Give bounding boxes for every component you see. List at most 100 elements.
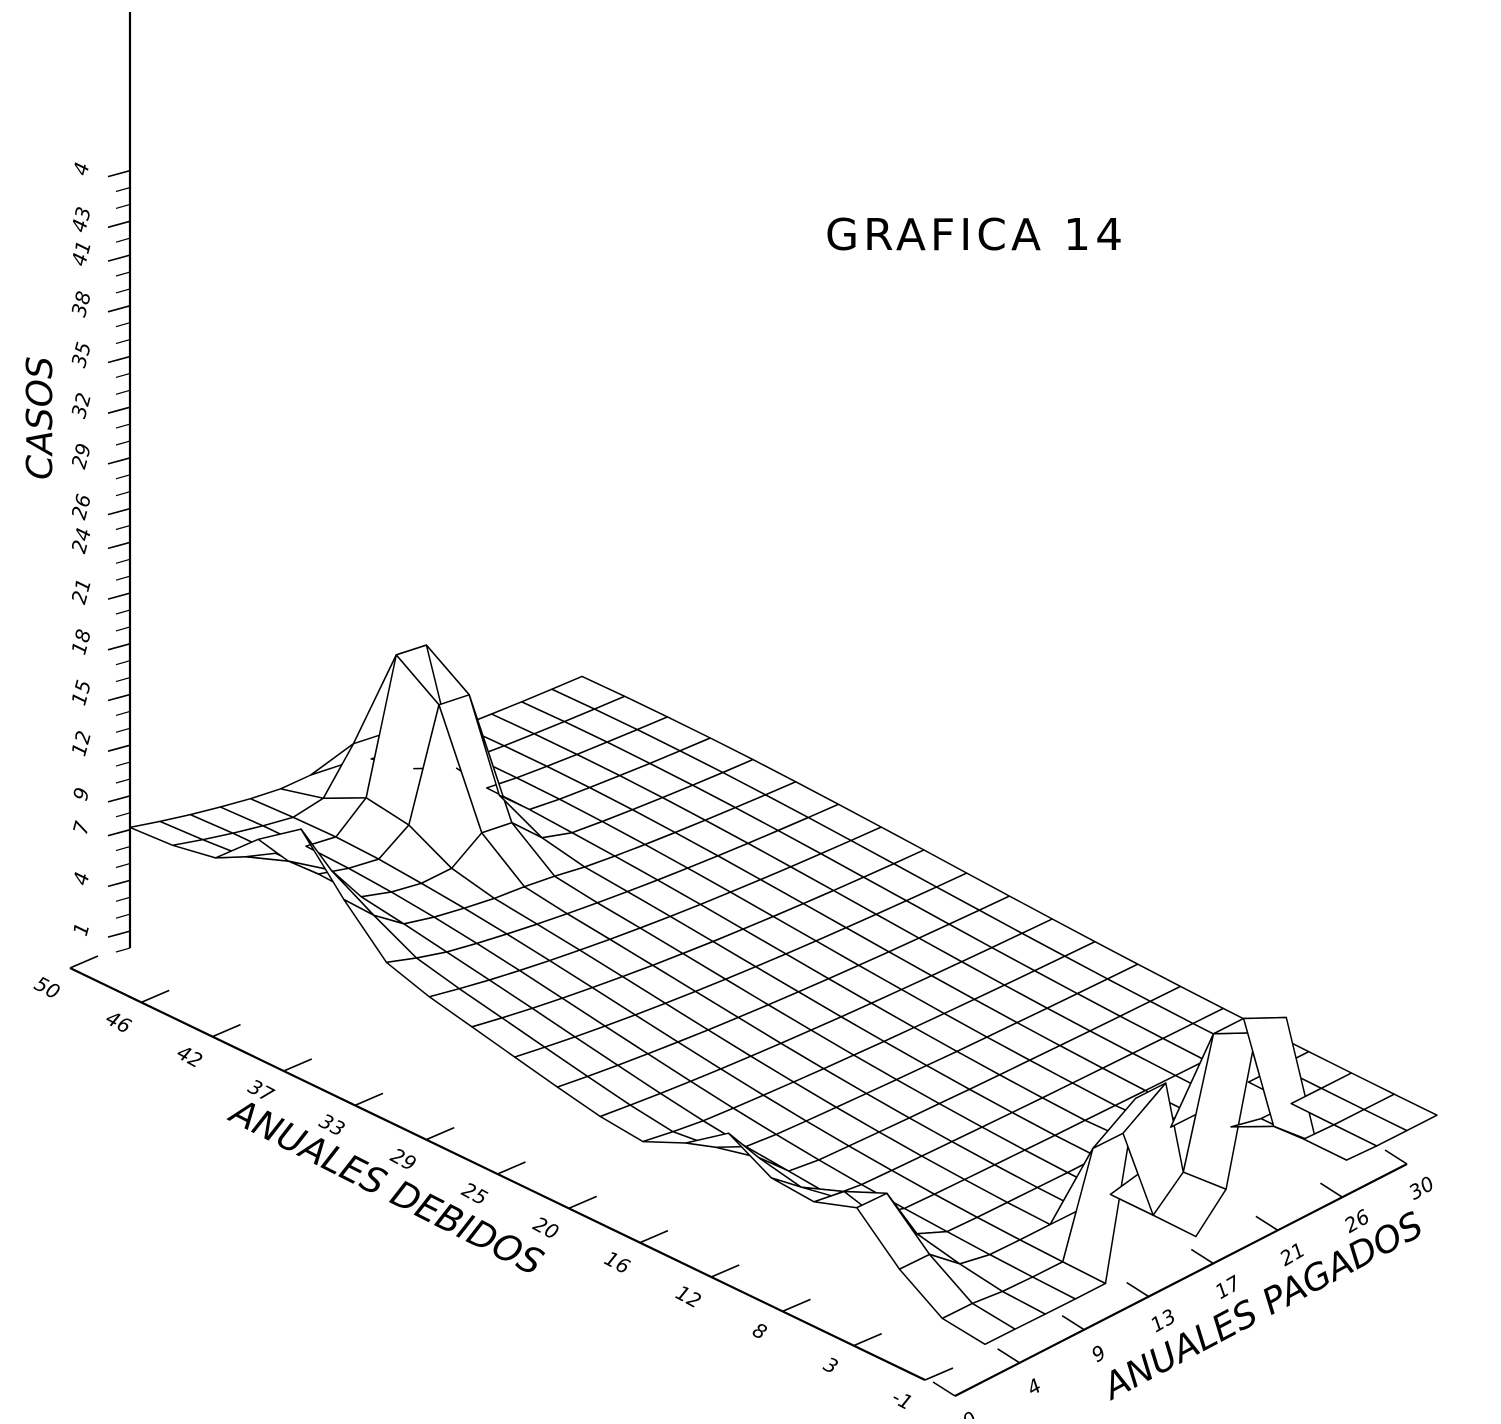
z-tick-label: 38 bbox=[66, 289, 96, 320]
y-tick bbox=[425, 1126, 455, 1141]
z-minor-tick bbox=[115, 846, 131, 852]
surface-cell bbox=[1363, 1093, 1438, 1132]
z-minor-tick bbox=[115, 339, 131, 345]
z-minor-tick bbox=[115, 389, 131, 395]
z-minor-tick bbox=[115, 575, 131, 581]
z-tick bbox=[107, 457, 131, 465]
axes: 14791215182124262932353841434-1381216202… bbox=[30, 12, 1439, 1424]
z-minor-tick bbox=[115, 947, 131, 953]
z-minor-tick bbox=[115, 491, 131, 497]
y-tick-label: 8 bbox=[749, 1318, 772, 1345]
z-minor-tick bbox=[115, 423, 131, 429]
z-tick-label: 1 bbox=[68, 920, 94, 939]
y-tick-label: 46 bbox=[102, 1006, 136, 1039]
z-minor-tick bbox=[115, 778, 131, 784]
z-minor-tick bbox=[115, 237, 131, 243]
z-tick bbox=[107, 879, 131, 888]
y-tick-label: 3 bbox=[820, 1352, 843, 1379]
z-tick-label: 4 bbox=[68, 160, 94, 179]
z-tick-label: 24 bbox=[66, 525, 96, 556]
x-tick bbox=[1384, 1149, 1408, 1165]
y-tick-label: 42 bbox=[173, 1040, 207, 1073]
z-tick-label: 12 bbox=[66, 728, 96, 759]
x-tick bbox=[1190, 1248, 1214, 1265]
z-tick-label: 21 bbox=[66, 576, 96, 607]
y-tick bbox=[283, 1058, 313, 1072]
x-axis-line bbox=[954, 1163, 1408, 1397]
z-tick bbox=[107, 406, 131, 414]
z-minor-tick bbox=[115, 288, 131, 294]
x-tick-label: 4 bbox=[1023, 1373, 1046, 1400]
z-minor-tick bbox=[115, 727, 131, 733]
z-tick bbox=[107, 693, 131, 702]
x-tick bbox=[1319, 1182, 1343, 1198]
x-tick bbox=[997, 1348, 1021, 1364]
y-tick bbox=[69, 955, 99, 969]
z-tick-label: 41 bbox=[66, 238, 96, 269]
x-tick bbox=[1255, 1215, 1279, 1231]
z-tick bbox=[107, 355, 131, 364]
z-minor-tick bbox=[115, 440, 131, 446]
y-tick bbox=[639, 1229, 669, 1244]
surface-mesh bbox=[129, 644, 1438, 1346]
z-minor-tick bbox=[115, 609, 131, 615]
z-tick bbox=[107, 828, 131, 837]
z-minor-tick bbox=[115, 203, 131, 209]
z-minor-tick bbox=[115, 761, 131, 767]
y-tick bbox=[354, 1092, 384, 1107]
z-tick bbox=[107, 254, 131, 262]
z-tick bbox=[107, 507, 131, 516]
z-minor-tick bbox=[115, 660, 131, 666]
y-tick-label: 16 bbox=[600, 1246, 634, 1279]
z-tick bbox=[107, 643, 131, 651]
y-tick bbox=[212, 1023, 241, 1038]
z-tick-label: 26 bbox=[66, 491, 96, 522]
z-tick-label: 9 bbox=[68, 785, 94, 804]
z-minor-tick bbox=[115, 710, 131, 716]
z-tick-label: 18 bbox=[66, 627, 96, 658]
z-minor-tick bbox=[115, 913, 131, 919]
z-tick bbox=[107, 930, 131, 938]
z-minor-tick bbox=[115, 322, 131, 328]
z-minor-tick bbox=[115, 474, 131, 480]
z-tick bbox=[107, 592, 131, 600]
x-tick-label: 30 bbox=[1404, 1171, 1438, 1205]
z-minor-tick bbox=[115, 812, 131, 818]
y-tick bbox=[853, 1332, 883, 1347]
x-tick-label: 9 bbox=[1087, 1340, 1110, 1367]
z-minor-tick bbox=[115, 524, 131, 531]
y-tick-label: 12 bbox=[672, 1280, 706, 1313]
z-tick-label: 43 bbox=[66, 204, 96, 235]
z-tick bbox=[107, 541, 131, 550]
z-minor-tick bbox=[115, 186, 131, 193]
z-minor-tick bbox=[115, 896, 131, 902]
y-tick bbox=[710, 1264, 740, 1278]
x-tick bbox=[932, 1381, 956, 1397]
z-tick-label: 15 bbox=[66, 677, 96, 708]
x-tick bbox=[1061, 1315, 1085, 1331]
x-tick-label: 0 bbox=[958, 1406, 981, 1419]
z-axis-label: CASOS bbox=[20, 356, 61, 480]
y-tick bbox=[924, 1367, 954, 1381]
y-tick-label: -1 bbox=[888, 1385, 917, 1416]
z-tick bbox=[107, 305, 131, 313]
z-tick bbox=[107, 744, 131, 752]
z-tick bbox=[107, 169, 131, 178]
z-tick-label: 4 bbox=[68, 869, 94, 888]
z-minor-tick bbox=[115, 677, 131, 683]
z-tick bbox=[107, 795, 131, 803]
z-tick-label: 29 bbox=[66, 441, 96, 472]
z-minor-tick bbox=[115, 862, 131, 869]
z-minor-tick bbox=[115, 372, 131, 378]
y-tick-label: 50 bbox=[30, 971, 64, 1004]
x-tick bbox=[1126, 1281, 1150, 1298]
x-axis-label: ANUALES PAGADOS bbox=[1095, 1205, 1430, 1409]
z-tick-label: 7 bbox=[68, 818, 95, 837]
z-tick bbox=[107, 220, 131, 229]
y-tick bbox=[568, 1195, 598, 1210]
y-tick bbox=[140, 989, 170, 1004]
z-minor-tick bbox=[115, 558, 131, 564]
z-tick-label: 32 bbox=[66, 390, 96, 421]
